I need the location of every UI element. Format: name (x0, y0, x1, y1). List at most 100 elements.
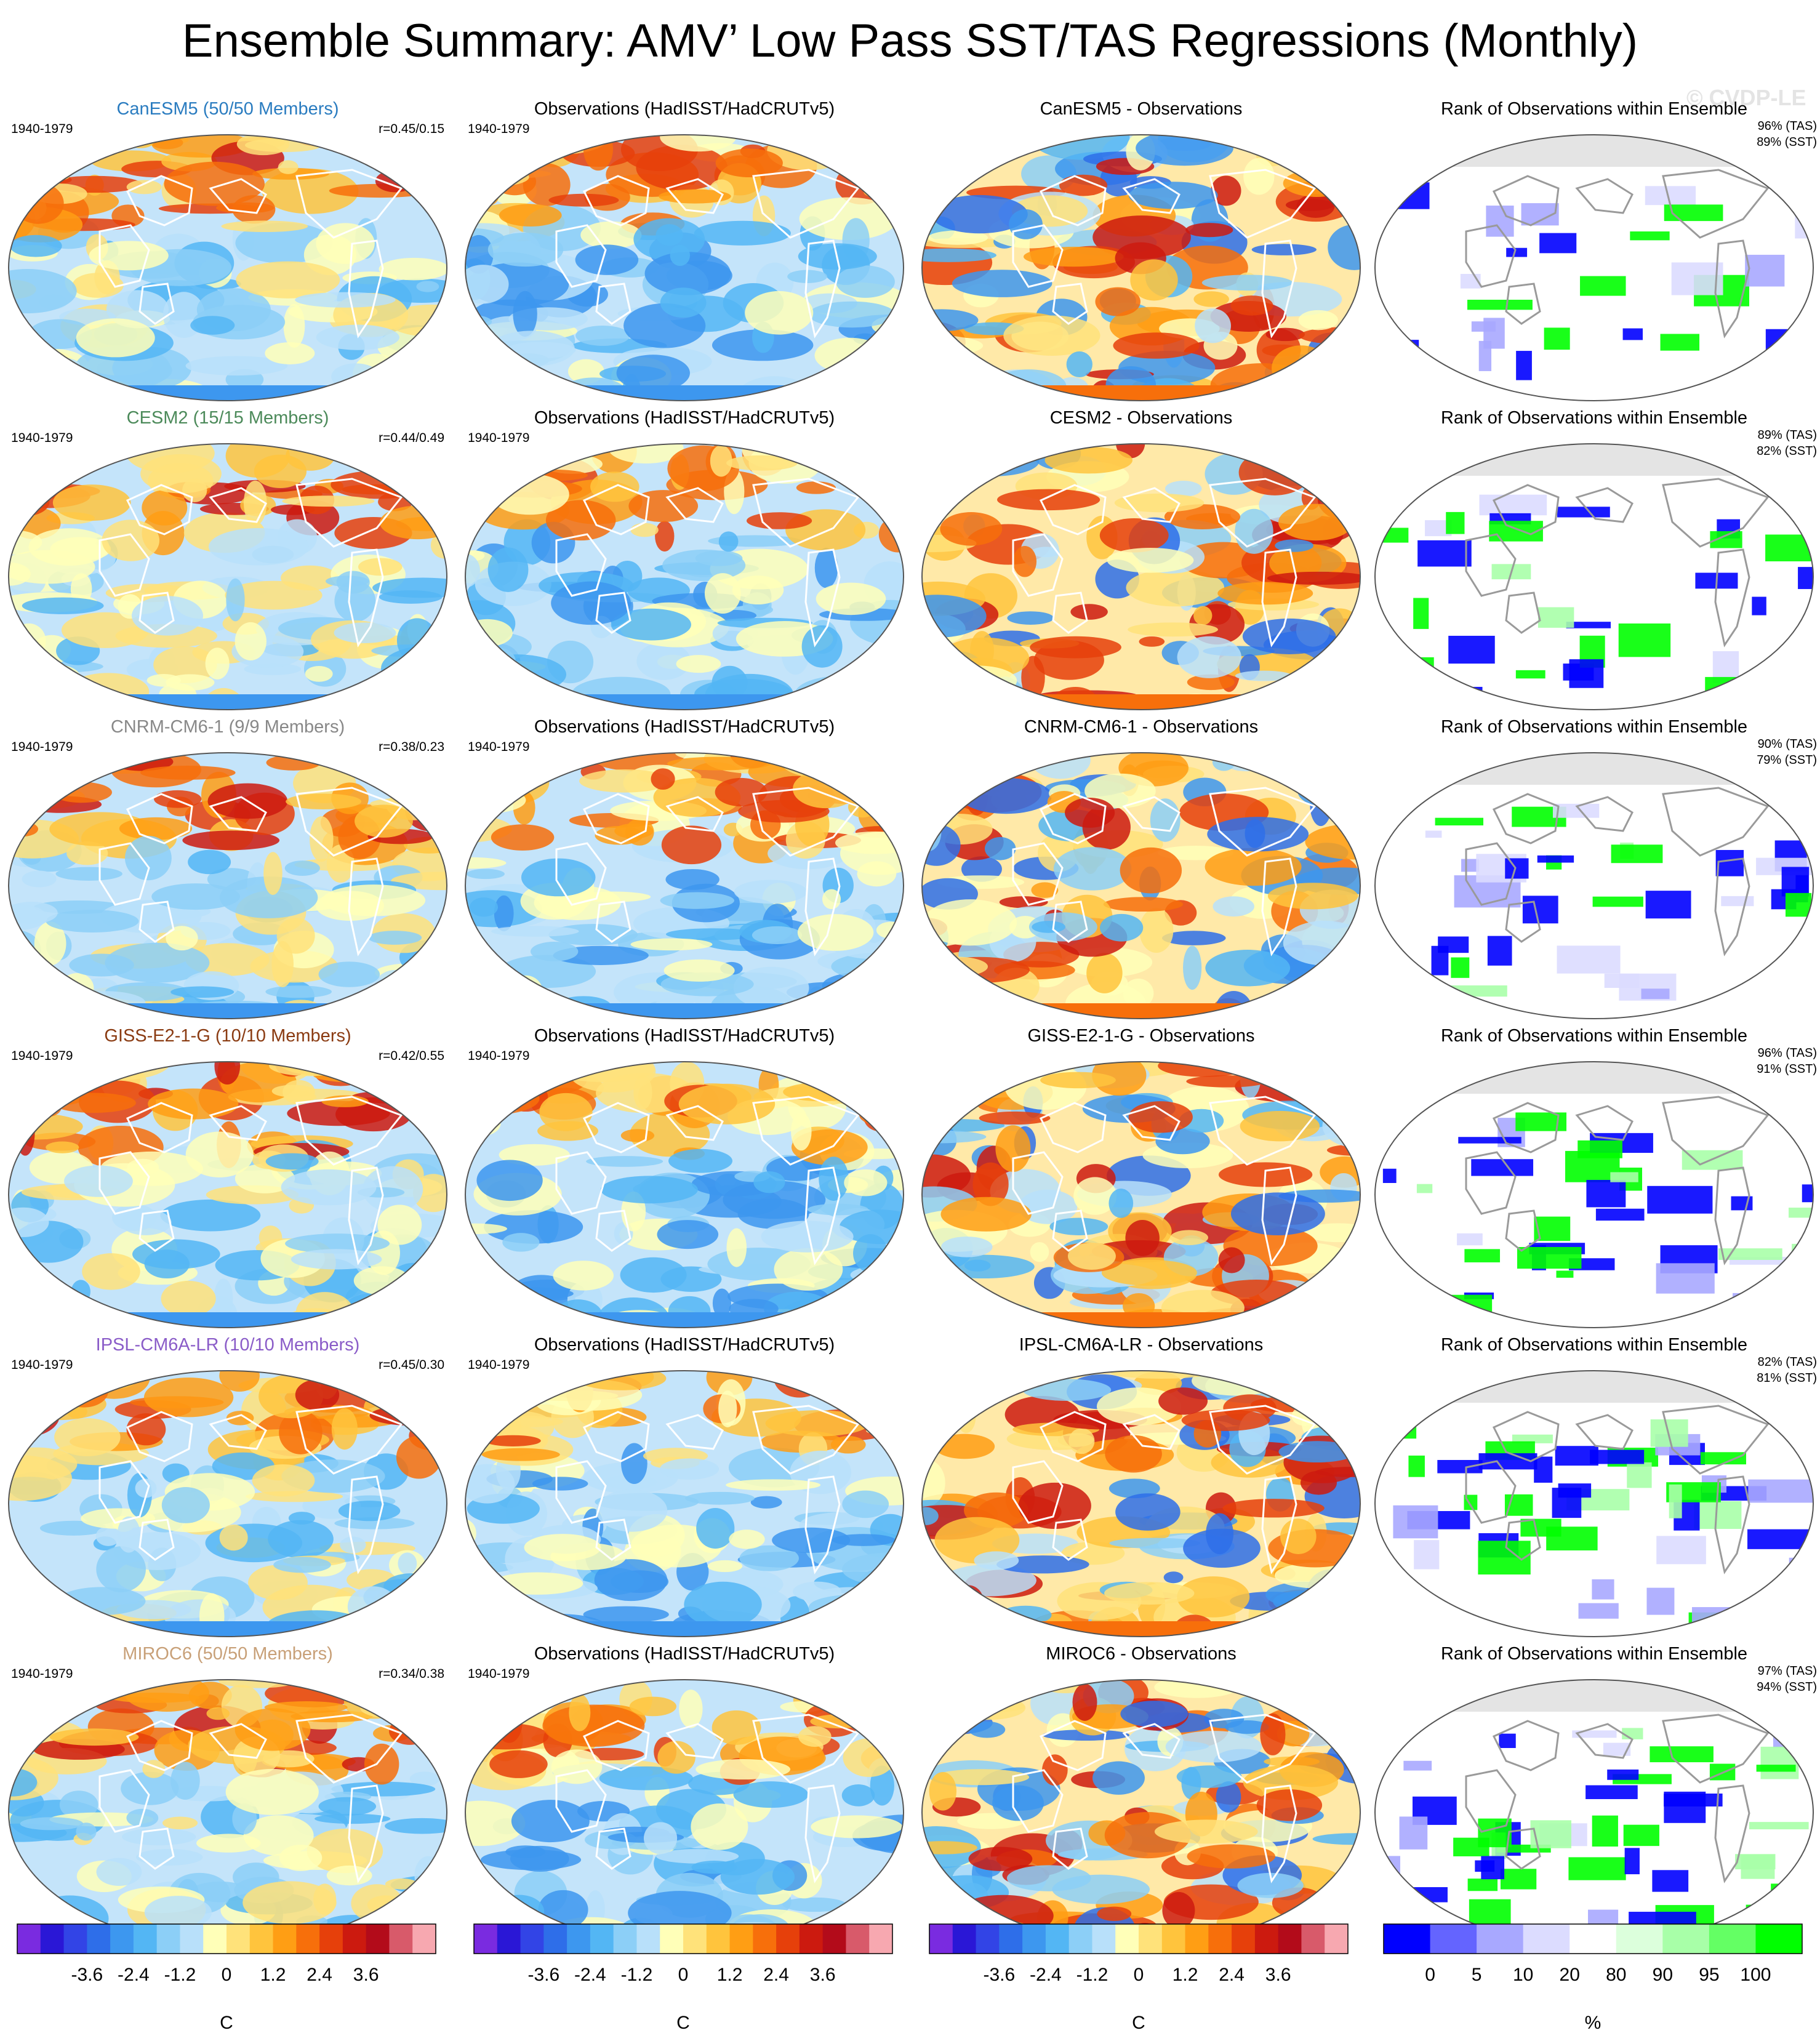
rank-sst: 82% (SST) (1757, 444, 1817, 458)
map-svg (8, 1061, 447, 1328)
colorbar-model-unit: C (220, 2013, 233, 2033)
map-diff (921, 133, 1361, 403)
colorbar-tick-label: -3.6 (71, 1965, 103, 1985)
colorbar-swatch (1755, 1924, 1803, 1954)
colorbar-tick-label: -1.2 (621, 1965, 653, 1985)
colorbar-swatch (389, 1924, 413, 1954)
colorbar-tick-label: 90 (1653, 1965, 1673, 1985)
colorbar-tick-label: 3.6 (1265, 1965, 1291, 1985)
map-border (465, 752, 904, 1019)
colorbar-obs: -3.6 -2.4 -1.2 0 1.2 2.4 3.6 C (468, 1919, 899, 2036)
colorbar-swatch (567, 1924, 591, 1954)
map-svg (1374, 1679, 1814, 1946)
colorbar-tick-label: 2.4 (763, 1965, 789, 1985)
period-label: 1940-1979 (11, 1667, 73, 1681)
map-svg (1374, 443, 1814, 710)
map-border (8, 752, 447, 1019)
colorbar-swatch (1068, 1924, 1092, 1954)
map-diff (921, 1060, 1361, 1329)
pattern-correlation: r=0.45/0.15 (379, 122, 444, 136)
panel-title: IPSL-CM6A-LR (10/10 Members) (95, 1335, 360, 1355)
map-border (465, 134, 904, 401)
colorbar-tick-label: 2.4 (307, 1965, 332, 1985)
map-border (921, 134, 1361, 401)
map-svg (921, 1061, 1361, 1328)
panel-obs-2: Observations (HadISST/HadCRUTv5) 1940-197… (457, 715, 912, 1024)
colorbar-swatch (929, 1924, 953, 1954)
colorbar-tick-label: -2.4 (574, 1965, 606, 1985)
colorbar-swatch (952, 1924, 977, 1954)
rank-sst: 91% (SST) (1757, 1062, 1817, 1076)
colorbar-swatch (706, 1924, 731, 1954)
colorbar-tick-label: 0 (222, 1965, 232, 1985)
panel-obs-4: Observations (HadISST/HadCRUTv5) 1940-197… (457, 1333, 912, 1642)
colorbar-tick-label: -3.6 (527, 1965, 559, 1985)
colorbar-swatch (999, 1924, 1023, 1954)
rank-tas: 96% (TAS) (1757, 119, 1817, 133)
colorbar-tick-label: 100 (1740, 1965, 1771, 1985)
colorbar-rank-unit: % (1584, 2013, 1602, 2033)
colorbar-tick-label: 20 (1560, 1965, 1580, 1985)
map-obs (464, 751, 905, 1020)
colorbar-swatch (17, 1924, 41, 1954)
colorbar-swatch (1232, 1924, 1256, 1954)
colorbar-swatch (63, 1924, 87, 1954)
map-svg (8, 134, 447, 401)
colorbar-swatch (1523, 1924, 1570, 1954)
colorbar-swatch (1325, 1924, 1349, 1954)
colorbar-tick-label: 1.2 (1173, 1965, 1198, 1985)
map-svg (465, 1679, 904, 1946)
colorbar-tick-label: 95 (1699, 1965, 1719, 1985)
panel-rank-0: Rank of Observations within Ensemble 96% … (1366, 97, 1820, 406)
period-label: 1940-1979 (468, 431, 530, 445)
colorbar-swatch (412, 1924, 436, 1954)
map-svg (1374, 752, 1814, 1019)
period-label: 1940-1979 (468, 740, 530, 754)
colorbar-swatch (1185, 1924, 1209, 1954)
colorbar-swatch (799, 1924, 824, 1954)
panel-model-5: MIROC6 (50/50 Members) 1940-1979 r=0.34/0.… (0, 1642, 455, 1951)
map-obs (464, 1678, 905, 1947)
colorbar-swatch (180, 1924, 204, 1954)
colorbar-swatch (1430, 1924, 1477, 1954)
period-label: 1940-1979 (468, 1049, 530, 1063)
panel-rank-4: Rank of Observations within Ensemble 82% … (1366, 1333, 1820, 1642)
map-border (921, 1370, 1361, 1637)
rank-sst: 94% (SST) (1757, 1680, 1817, 1694)
colorbar-swatch (296, 1924, 320, 1954)
figure-title: Ensemble Summary: AMV’ Low Pass SST/TAS … (182, 15, 1638, 67)
map-svg (921, 134, 1361, 401)
panel-obs-0: Observations (HadISST/HadCRUTv5) 1940-197… (457, 97, 912, 406)
colorbar-swatch (133, 1924, 158, 1954)
colorbar-swatch (1301, 1924, 1325, 1954)
map-rank (1374, 1678, 1814, 1947)
colorbar-swatch (729, 1924, 753, 1954)
colorbar-swatch (1477, 1924, 1524, 1954)
map-svg (465, 1061, 904, 1328)
panel-model-4: IPSL-CM6A-LR (10/10 Members) 1940-1979 r=0… (0, 1333, 455, 1642)
panel-title: Rank of Observations within Ensemble (1440, 1335, 1748, 1355)
panel-title: CanESM5 (50/50 Members) (116, 99, 339, 119)
colorbar-swatch (520, 1924, 544, 1954)
map-rank (1374, 751, 1814, 1020)
colorbar-tick-label: -2.4 (118, 1965, 150, 1985)
map-obs (464, 1060, 905, 1329)
colorbar-tick-label: 0 (1425, 1965, 1435, 1985)
map-rank (1374, 1369, 1814, 1638)
map-border (921, 752, 1361, 1019)
colorbar-swatch (1161, 1924, 1186, 1954)
colorbar-swatch (543, 1924, 567, 1954)
colorbar-swatch (342, 1924, 367, 1954)
map-diff (921, 442, 1361, 712)
colorbar-swatch (1569, 1924, 1617, 1954)
map-svg (1374, 134, 1814, 401)
colorbar-swatch (822, 1924, 846, 1954)
panel-obs-3: Observations (HadISST/HadCRUTv5) 1940-197… (457, 1024, 912, 1333)
panel-title: Observations (HadISST/HadCRUTv5) (534, 1335, 835, 1355)
panel-diff-0: CanESM5 - Observations (913, 97, 1369, 406)
panel-title: GISS-E2-1-G (10/10 Members) (104, 1026, 351, 1046)
period-label: 1940-1979 (11, 1049, 73, 1063)
panel-model-2: CNRM-CM6-1 (9/9 Members) 1940-1979 r=0.38/… (0, 715, 455, 1024)
map-svg (465, 134, 904, 401)
map-model (7, 751, 448, 1020)
